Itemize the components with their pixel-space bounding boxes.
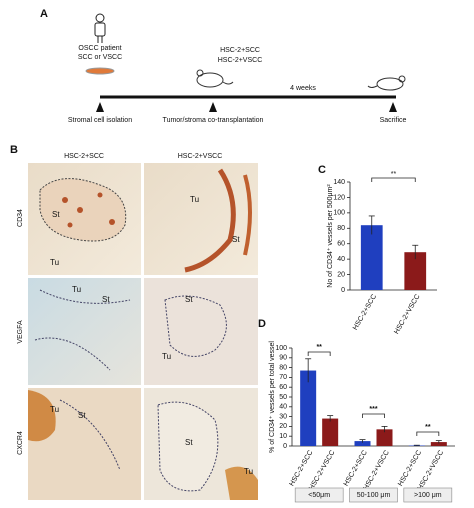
bracket (416, 431, 440, 436)
bar (404, 252, 427, 290)
micrographs (28, 163, 258, 500)
image-label: Tu (72, 285, 81, 294)
image-label: St (185, 438, 193, 447)
y-tick-label: 20 (337, 271, 345, 278)
image-label: St (52, 210, 60, 219)
step: Tumor/stroma co-transplantation (163, 117, 264, 124)
bar (300, 370, 317, 446)
y-tick-label: 70 (279, 374, 287, 381)
legend-label: HSC-2+SCC (397, 449, 423, 487)
image-label: St (78, 411, 86, 420)
y-tick-label: 100 (275, 345, 287, 352)
bracket (371, 177, 416, 182)
column-header: HSC-2+SCC (64, 153, 104, 160)
mouse-icon (196, 69, 234, 88)
arrows (96, 102, 397, 112)
x-tick-label: 50-100 μm (357, 492, 391, 499)
group: HSC-2+VSCC (218, 57, 263, 64)
panel-label: D (258, 318, 266, 330)
y-tick-label: 60 (337, 241, 345, 248)
x-tick-label: HSC-2+SCC (352, 293, 378, 331)
row-label: VEGFA (17, 320, 24, 344)
significance: *** (369, 406, 377, 413)
y-tick-label: 140 (333, 179, 345, 186)
image-label: Tu (244, 467, 253, 476)
y-axis-label: % of CD34⁺ vessels per total vessel (269, 341, 276, 453)
category-box (349, 487, 398, 503)
y-tick-label: 0 (341, 287, 345, 294)
y-axis-label: No of CD34⁺ vessels per 500μm² (327, 184, 334, 288)
x-tick-label: >100 μm (414, 492, 442, 499)
y-tick-label: 120 (333, 194, 345, 201)
duration: 4 weeks (290, 85, 316, 92)
bar (376, 429, 393, 446)
y-tick-label: 0 (283, 443, 287, 450)
significance: ** (391, 171, 397, 178)
image-label: St (102, 295, 110, 304)
image-label: Tu (50, 258, 59, 267)
panel-label: C (318, 164, 326, 176)
patient: OSCC patient (78, 45, 121, 52)
group: HSC-2+SCC (220, 47, 260, 54)
row-label: CD34 (17, 209, 24, 227)
category-box (403, 487, 453, 503)
person-icon (94, 13, 106, 43)
image-label: St (232, 235, 240, 244)
dish (85, 67, 115, 75)
image-label: Tu (50, 405, 59, 414)
y-tick-label: 20 (279, 423, 287, 430)
step: Sacrifice (380, 117, 407, 124)
column-header: HSC-2+VSCC (178, 153, 223, 160)
bar (430, 442, 447, 446)
image-label: Tu (190, 195, 199, 204)
image-label: St (185, 295, 193, 304)
bar (360, 225, 383, 290)
bar (322, 418, 339, 446)
significance: ** (316, 344, 322, 351)
bar (354, 441, 371, 446)
x-tick-label: <50μm (308, 492, 330, 499)
patient-type: SCC or VSCC (78, 54, 122, 61)
panel-label: B (10, 144, 18, 156)
y-tick-label: 90 (279, 355, 287, 362)
x-tick-label: HSC-2+VSCC (393, 293, 421, 335)
y-tick-label: 50 (279, 394, 287, 401)
y-tick-label: 10 (279, 433, 287, 440)
y-tick-label: 80 (337, 225, 345, 232)
category-box (294, 487, 344, 503)
significance: ** (425, 424, 431, 431)
y-tick-label: 40 (279, 404, 287, 411)
y-tick-label: 80 (279, 364, 287, 371)
y-tick-label: 60 (279, 384, 287, 391)
y-tick-label: 40 (337, 256, 345, 263)
panel-label: A (40, 8, 48, 20)
y-tick-label: 30 (279, 413, 287, 420)
legend-label: HSC-2+SCC (288, 449, 314, 487)
row-label: CXCR4 (17, 431, 24, 455)
mouse-icon (367, 75, 406, 91)
bracket (307, 351, 331, 356)
legend-label: HSC-2+SCC (343, 449, 369, 487)
bracket (362, 413, 385, 418)
image-label: Tu (162, 352, 171, 361)
y-tick-label: 100 (333, 210, 345, 217)
step: Stromal cell isolation (68, 117, 132, 124)
